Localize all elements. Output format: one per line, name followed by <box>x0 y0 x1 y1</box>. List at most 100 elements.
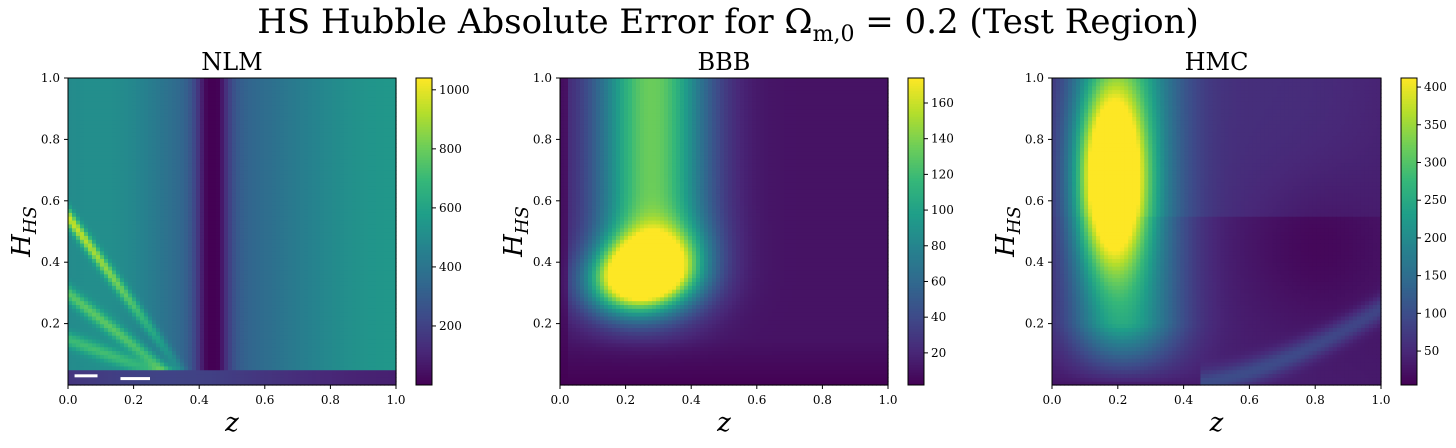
heatmap-cell <box>204 246 209 252</box>
heatmap-cell <box>80 101 85 106</box>
heatmap-cell <box>160 150 165 156</box>
heatmap-cell <box>160 281 165 286</box>
heatmap-cell <box>268 170 273 175</box>
heatmap-cell <box>84 312 89 317</box>
heatmap-cell <box>204 304 209 309</box>
heatmap-cell <box>84 177 89 183</box>
heatmap-cell <box>304 281 309 286</box>
heatmap-cell <box>148 193 153 198</box>
heatmap-cell <box>272 346 277 352</box>
heatmap-cell <box>204 273 209 279</box>
heatmap-cell <box>252 223 257 229</box>
heatmap-cell <box>232 101 237 106</box>
heatmap-cell <box>144 131 149 137</box>
heatmap-cell <box>232 120 237 125</box>
heatmap-cell <box>224 373 229 378</box>
heatmap-cell <box>84 196 89 202</box>
heatmap-cell <box>200 319 205 325</box>
heatmap-cell <box>104 101 109 106</box>
heatmap-cell <box>100 377 105 382</box>
heatmap-cell <box>228 231 233 236</box>
heatmap-cell <box>132 143 137 148</box>
heatmap-cell <box>288 312 293 317</box>
heatmap-cell <box>208 216 213 221</box>
heatmap-cell <box>136 246 141 252</box>
heatmap-cell <box>108 127 113 133</box>
heatmap-cell <box>156 346 161 352</box>
heatmap-cell <box>80 266 85 271</box>
heatmap-cell <box>180 350 185 355</box>
heatmap-cell <box>284 273 289 279</box>
heatmap-cell <box>288 135 293 140</box>
heatmap-cell <box>124 143 129 148</box>
heatmap-cell <box>268 342 273 348</box>
heatmap-cell <box>132 312 137 317</box>
heatmap-cell <box>180 231 185 236</box>
heatmap-cell <box>276 239 281 244</box>
heatmap-cell <box>160 223 165 229</box>
heatmap-cell <box>152 373 157 378</box>
heatmap-cell <box>132 315 137 321</box>
heatmap-cell <box>316 346 321 352</box>
heatmap-cell <box>296 204 301 210</box>
heatmap-cell <box>196 243 201 248</box>
heatmap-cell <box>124 262 129 267</box>
heatmap-cell <box>84 227 89 233</box>
heatmap-cell <box>268 173 273 179</box>
heatmap-cell <box>108 85 113 91</box>
heatmap-cell <box>272 315 277 321</box>
heatmap-cell <box>188 93 193 98</box>
heatmap-cell <box>168 89 173 94</box>
heatmap-cell <box>160 289 165 294</box>
heatmap-cell <box>156 266 161 271</box>
heatmap-cell <box>220 81 225 87</box>
heatmap-cell <box>192 331 197 336</box>
heatmap-cell <box>172 373 177 378</box>
heatmap-cell <box>176 358 181 363</box>
heatmap-cell <box>128 246 133 252</box>
heatmap-cell <box>156 219 161 225</box>
heatmap-cell <box>160 127 165 133</box>
heatmap-cell <box>288 120 293 125</box>
heatmap-cell <box>228 304 233 309</box>
heatmap-cell <box>104 204 109 210</box>
heatmap-cell <box>120 315 125 321</box>
heatmap-cell <box>216 292 221 298</box>
heatmap-cell <box>208 189 213 194</box>
heatmap-cell <box>152 150 157 156</box>
heatmap-cell <box>188 235 193 240</box>
heatmap-cell <box>200 381 205 386</box>
heatmap-cell <box>184 292 189 298</box>
heatmap-cell <box>132 262 137 267</box>
heatmap-cell <box>172 177 177 183</box>
heatmap-cell <box>272 289 277 294</box>
heatmap-cell <box>160 269 165 275</box>
heatmap-cell <box>132 243 137 248</box>
heatmap-cell <box>296 354 301 359</box>
heatmap-cell <box>236 300 241 306</box>
heatmap-cell <box>208 135 213 140</box>
heatmap-cell <box>108 354 113 359</box>
heatmap-cell <box>68 97 73 102</box>
heatmap-cell <box>216 147 221 152</box>
heatmap-cell <box>204 216 209 221</box>
heatmap-cell <box>136 304 141 309</box>
heatmap-cell <box>124 292 129 298</box>
heatmap-cell <box>244 269 249 275</box>
heatmap-cell <box>252 185 257 190</box>
heatmap-cell <box>164 150 169 156</box>
heatmap-cell <box>148 323 153 329</box>
heatmap-cell <box>180 304 185 309</box>
heatmap-cell <box>184 177 189 183</box>
heatmap-cell <box>68 131 73 137</box>
heatmap-cell <box>164 135 169 140</box>
heatmap-cell <box>188 135 193 140</box>
heatmap-cell <box>128 204 133 210</box>
heatmap-cell <box>124 181 129 187</box>
heatmap-cell <box>104 112 109 117</box>
heatmap-cell <box>296 101 301 106</box>
heatmap-cell <box>140 181 145 187</box>
heatmap-cell <box>104 308 109 313</box>
heatmap-cell <box>212 135 217 140</box>
heatmap-cell <box>152 154 157 160</box>
